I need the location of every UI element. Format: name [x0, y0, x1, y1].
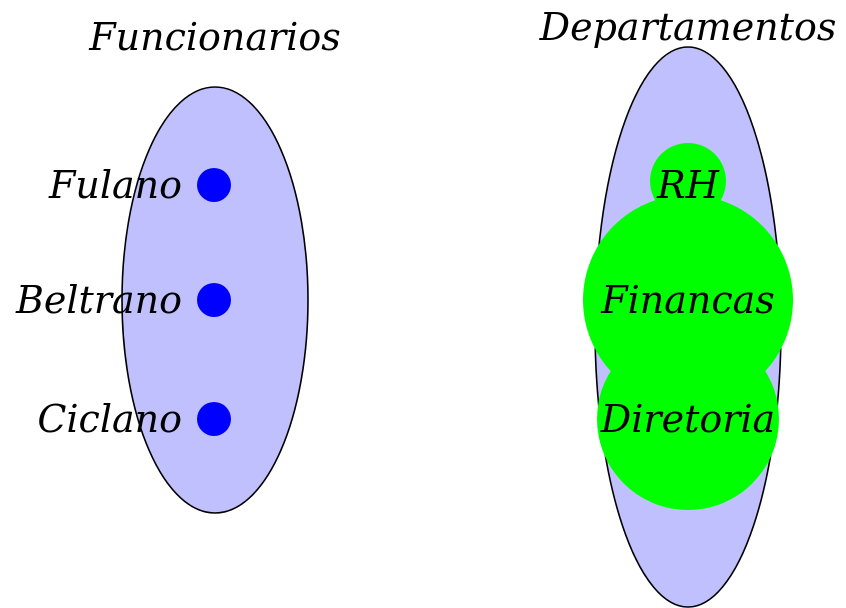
fulano-label: Fulano [48, 163, 182, 207]
financas-label: Financas [600, 278, 775, 322]
financas-node [583, 195, 793, 405]
beltrano-label: Beltrano [15, 278, 182, 322]
funcionarios-title: Funcionarios [88, 15, 340, 59]
departamentos-set: Departamentos RH Financas Diretoria [539, 5, 837, 608]
rh-node [650, 143, 726, 219]
fulano-point [197, 168, 231, 202]
ciclano-point [197, 402, 231, 436]
departamentos-title: Departamentos [539, 5, 837, 49]
diretoria-label: Diretoria [600, 397, 775, 441]
beltrano-point [197, 283, 231, 317]
ciclano-label: Ciclano [37, 397, 182, 441]
rh-label: RH [656, 163, 720, 207]
funcionarios-set: Funcionarios Fulano Beltrano Ciclano [15, 15, 341, 514]
